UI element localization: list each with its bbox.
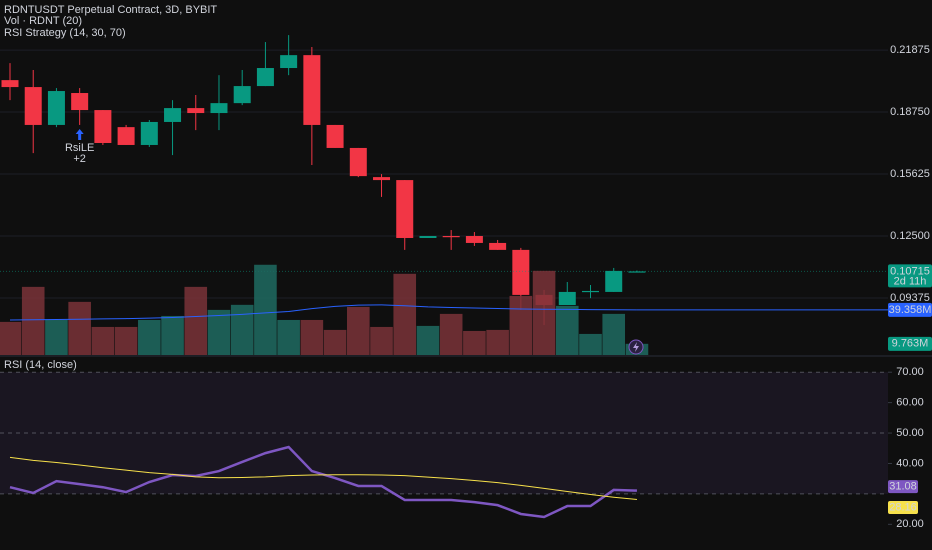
candle-body (233, 86, 251, 104)
countdown-label: 2d 11h (894, 275, 927, 287)
rsi-ma-line (9, 456, 637, 500)
candle-body (71, 93, 89, 111)
last-price-label: 0.10715 (890, 265, 930, 277)
volume-bar (254, 264, 277, 355)
y-tick-label: 0.18750 (890, 106, 930, 118)
alert-bolt[interactable] (633, 342, 639, 352)
volume-badge (888, 336, 932, 351)
rsi-value-label: 31.08 (889, 481, 917, 493)
candle-body (303, 55, 321, 125)
candle-body (396, 180, 414, 238)
candle-body (419, 236, 437, 238)
last-price-badge (888, 264, 932, 288)
volume-bar (439, 313, 463, 355)
time-axis (0, 532, 932, 550)
volume-bar (0, 321, 22, 355)
volume-title: Vol · RDNT (20) (4, 15, 82, 27)
volume-bar (207, 309, 231, 355)
volume-bar (138, 319, 161, 355)
rsi-title: RSI (14, close) (4, 359, 77, 371)
candle-body (465, 236, 483, 243)
volume-bar (393, 273, 417, 355)
candle-body (94, 110, 112, 143)
candle-body (140, 121, 158, 145)
volume-bar (230, 304, 254, 355)
volume-bar (486, 329, 509, 355)
volume-bar (161, 315, 184, 355)
volume-ma-line (9, 304, 637, 321)
y-tick-label: 20.00 (896, 518, 924, 530)
alert-icon[interactable] (628, 339, 644, 355)
candle-body (1, 80, 19, 88)
candle-body (117, 127, 135, 145)
volume-bar (416, 325, 440, 355)
volume-ma-label: 39.358M (889, 304, 932, 316)
volume-bar (463, 330, 486, 355)
y-tick-label: 0.09375 (890, 292, 930, 304)
volume-bar (300, 319, 324, 355)
volume-bar (114, 326, 138, 355)
y-tick-label: 0.15625 (890, 168, 930, 180)
y-tick-label: 70.00 (896, 366, 924, 378)
volume-bar (579, 333, 602, 355)
volume-bar (323, 329, 347, 355)
volume-bar (184, 286, 208, 355)
candle-body (187, 108, 205, 114)
candle-body (582, 290, 599, 293)
y-tick-label: 0.21875 (890, 44, 930, 56)
volume-bar (347, 306, 370, 355)
candle-body (24, 87, 42, 125)
rsi-badge (888, 480, 918, 494)
rsi-value-label: 28.16 (889, 501, 917, 513)
candle-body (628, 271, 646, 273)
candle-body (349, 147, 367, 177)
candle-body (280, 55, 298, 69)
strategy-title: RSI Strategy (14, 30, 70) (4, 27, 126, 39)
volume-ma-badge (888, 302, 932, 317)
candle-body (326, 124, 344, 148)
candle-body (210, 103, 228, 114)
candle-body (256, 68, 274, 87)
candle-body (373, 177, 391, 181)
entry-label: RsiLE (65, 142, 94, 154)
entry-qty: +2 (73, 153, 86, 165)
volume-bar (91, 326, 115, 355)
chart-title: RDNTUSDT Perpetual Contract, 3D, BYBIT (4, 4, 217, 16)
candle-body (558, 291, 576, 306)
y-tick-label: 0.12500 (890, 230, 930, 242)
volume-bar (532, 270, 556, 355)
volume-bar (602, 313, 626, 355)
volume-bar (45, 319, 68, 355)
volume-bar (277, 319, 300, 355)
y-tick-label: 40.00 (896, 457, 924, 469)
entry-arrow (75, 128, 84, 140)
candle-body (512, 249, 530, 295)
volume-bar (555, 305, 579, 355)
volume-bar (509, 295, 533, 355)
y-tick-label: 60.00 (896, 397, 924, 409)
volume-bar (370, 326, 393, 355)
volume-label: 9.763M (892, 338, 929, 350)
candle-body (489, 242, 507, 250)
candle-body (164, 108, 182, 122)
volume-bar (21, 286, 45, 355)
volume-bar (68, 301, 91, 355)
candle-body (442, 236, 460, 238)
y-tick-label: 50.00 (896, 427, 924, 439)
rsi-badge (888, 500, 918, 514)
candle-body (605, 270, 623, 292)
candle-body (47, 91, 65, 125)
